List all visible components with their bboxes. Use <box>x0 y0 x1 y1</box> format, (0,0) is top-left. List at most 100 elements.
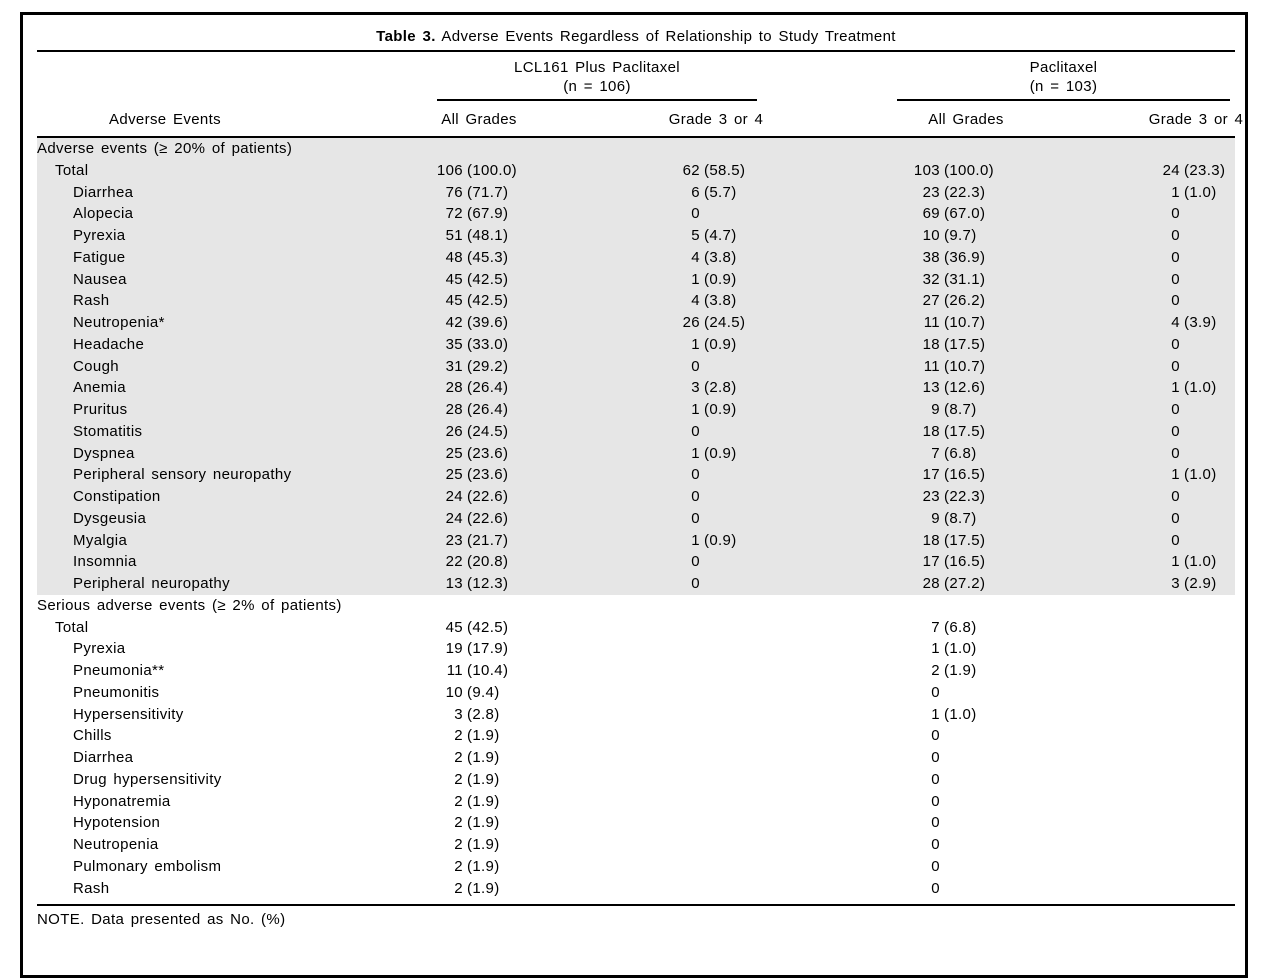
count-value: 13 <box>445 575 463 592</box>
value-cell <box>1037 682 1235 704</box>
count-value: 1 <box>691 444 700 462</box>
percent-value <box>1184 247 1242 269</box>
count-value: 24 <box>445 488 463 505</box>
value-cell: 7 (6.8) <box>797 443 1037 465</box>
percent-value: (3.8) <box>704 248 737 266</box>
count-value: 0 <box>931 683 940 701</box>
value-cell: 1 (1.0) <box>1037 377 1235 399</box>
value-cell: 23 (22.3) <box>797 182 1037 204</box>
value-cell: 0 <box>1037 225 1235 247</box>
percent-value: (1.9) <box>944 662 977 679</box>
value-cell: 45 (42.5) <box>377 290 567 312</box>
value-cell <box>1037 747 1235 769</box>
percent-value <box>944 769 1002 791</box>
value-cell <box>567 682 797 704</box>
value-cell: 28 (26.4) <box>377 377 567 399</box>
value-cell: 10 (9.7) <box>797 225 1037 247</box>
value-cell: 0 <box>1037 269 1235 291</box>
percent-value <box>944 856 1002 878</box>
value-cell: 1 (1.0) <box>797 704 1037 726</box>
count-value: 13 <box>922 379 940 397</box>
title-rule <box>37 50 1235 52</box>
percent-value: (1.9) <box>467 857 500 875</box>
count-value: 0 <box>931 792 940 810</box>
value-cell: 4 (3.9) <box>1037 312 1235 334</box>
value-cell: 1 (0.9) <box>567 334 797 356</box>
percent-value: (16.5) <box>944 553 986 571</box>
value-cell: 13 (12.3) <box>377 573 567 595</box>
value-cell: 0 <box>567 203 797 225</box>
value-cell: 0 <box>797 812 1037 834</box>
percent-value <box>1184 421 1242 443</box>
count-value: 25 <box>445 444 463 462</box>
row-label: Peripheral sensory neuropathy <box>73 466 292 484</box>
value-cell <box>1037 878 1235 900</box>
value-cell <box>567 812 797 834</box>
value-cell: 48 (45.3) <box>377 247 567 269</box>
count-value: 45 <box>445 618 463 636</box>
count-value: 1 <box>691 335 700 353</box>
percent-value: (1.9) <box>467 770 500 788</box>
count-value: 2 <box>454 727 463 745</box>
value-cell: 0 <box>567 508 797 530</box>
table-row: Pruritus 28 (26.4) 1 (0.9) 9 (8.7) 0 <box>37 399 1235 421</box>
count-value: 0 <box>931 879 940 897</box>
section-header-row: Adverse events (≥ 20% of patients) <box>37 138 1235 160</box>
count-value: 28 <box>445 401 463 418</box>
value-cell <box>567 878 797 900</box>
count-value: 1 <box>931 640 940 658</box>
count-value: 3 <box>691 379 700 397</box>
count-value: 32 <box>922 270 940 288</box>
row-label: Hypotension <box>73 814 161 832</box>
table-row: Peripheral sensory neuropathy 25 (23.6) 0 17… <box>37 464 1235 486</box>
value-cell: 24 (22.6) <box>377 486 567 508</box>
percent-value: (8.7) <box>944 509 977 527</box>
count-value: 2 <box>454 879 463 897</box>
count-value: 28 <box>445 379 463 397</box>
count-value: 10 <box>922 227 940 244</box>
percent-value: (9.7) <box>944 227 977 244</box>
value-cell: 11 (10.7) <box>797 356 1037 378</box>
count-value: 3 <box>454 705 463 723</box>
count-value: 11 <box>923 314 940 331</box>
col-header-adverse-events: Adverse Events <box>109 111 221 128</box>
count-value: 0 <box>691 553 700 571</box>
value-cell <box>1037 704 1235 726</box>
value-cell <box>1037 769 1235 791</box>
percent-value: (71.7) <box>467 183 509 201</box>
percent-value: (33.0) <box>467 335 509 353</box>
value-cell: 18 (17.5) <box>797 530 1037 552</box>
row-label: Peripheral neuropathy <box>73 575 230 592</box>
percent-value <box>704 551 762 573</box>
percent-value: (6.8) <box>944 444 977 462</box>
count-value: 0 <box>931 727 940 745</box>
row-label: Dyspnea <box>73 444 135 462</box>
count-value: 38 <box>922 248 940 266</box>
count-value: 45 <box>445 292 463 310</box>
table-row: Stomatitis 26 (24.5) 0 18 (17.5) 0 <box>37 421 1235 443</box>
value-cell: 2 (1.9) <box>377 725 567 747</box>
count-value: 1 <box>691 401 700 418</box>
value-cell: 0 <box>1037 290 1235 312</box>
percent-value: (1.0) <box>944 640 977 658</box>
value-cell: 45 (42.5) <box>377 617 567 639</box>
percent-value: (23.6) <box>467 466 509 484</box>
percent-value: (31.1) <box>944 270 986 288</box>
value-cell <box>567 617 797 639</box>
row-label: Rash <box>73 879 110 897</box>
percent-value: (20.8) <box>467 553 509 571</box>
value-cell: 26 (24.5) <box>377 421 567 443</box>
value-cell: 35 (33.0) <box>377 334 567 356</box>
percent-value: (22.3) <box>944 488 986 505</box>
percent-value: (17.5) <box>944 422 986 440</box>
value-cell: 25 (23.6) <box>377 443 567 465</box>
count-value: 7 <box>931 618 940 636</box>
value-cell <box>1037 660 1235 682</box>
value-cell: 26 (24.5) <box>567 312 797 334</box>
table-row: Total 106 (100.0) 62 (58.5) 103 (100.0) 24 (23.3… <box>37 160 1235 182</box>
table-row: Hypersensitivity 3 (2.8) 1 (1.0) <box>37 704 1235 726</box>
value-cell: 2 (1.9) <box>377 747 567 769</box>
value-cell <box>1037 617 1235 639</box>
count-value: 0 <box>691 205 700 223</box>
table-row: Dysgeusia 24 (22.6) 0 9 (8.7) 0 <box>37 508 1235 530</box>
